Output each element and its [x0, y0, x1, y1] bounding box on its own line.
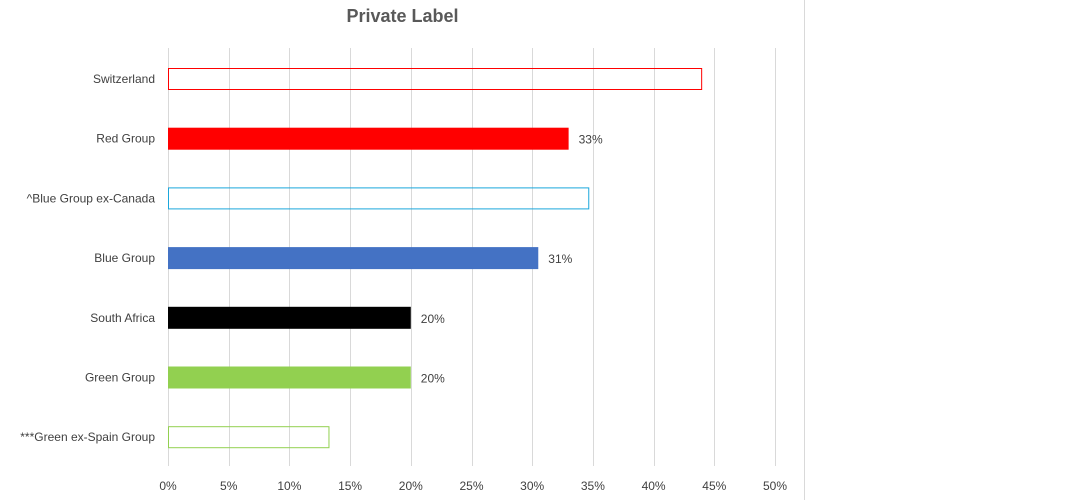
- x-tick-label: 15%: [338, 479, 362, 493]
- bar: [168, 127, 569, 150]
- x-tick-label: 50%: [763, 479, 787, 493]
- x-tick-label: 10%: [277, 479, 301, 493]
- category-label: ^Blue Group ex-Canada: [27, 191, 156, 205]
- x-tick-label: 30%: [520, 479, 544, 493]
- data-label: 31%: [548, 252, 572, 266]
- category-label: Red Group: [96, 132, 155, 146]
- category-label: South Africa: [90, 311, 155, 325]
- category-label: Green Group: [85, 371, 155, 385]
- bar: [168, 366, 411, 389]
- category-label: ***Green ex-Spain Group: [20, 430, 155, 444]
- category-label: Blue Group: [94, 251, 155, 265]
- x-tick-label: 40%: [642, 479, 666, 493]
- bar: [168, 426, 330, 449]
- data-label: 20%: [421, 372, 445, 386]
- category-label: Switzerland: [93, 72, 155, 86]
- x-tick-label: 0%: [159, 479, 177, 493]
- x-tick-label: 5%: [220, 479, 238, 493]
- bar: [168, 247, 539, 270]
- x-tick-label: 35%: [581, 479, 605, 493]
- chart-area: Private Label 0% 5% 10% 15% 20% 25% 30% 35% 40% 4…: [20, 0, 805, 500]
- bar: [168, 306, 411, 329]
- chart-title: Private Label: [346, 6, 459, 26]
- data-label: 20%: [421, 312, 445, 326]
- bar: [168, 187, 590, 210]
- bar-chart: 0% 5% 10% 15% 20% 25% 30% 35% 40% 45% 50% Switzerla…: [20, 48, 787, 493]
- x-tick-label: 25%: [459, 479, 483, 493]
- data-label: 33%: [579, 133, 603, 147]
- x-tick-label: 20%: [399, 479, 423, 493]
- x-tick-label: 45%: [702, 479, 726, 493]
- bar: [168, 68, 703, 90]
